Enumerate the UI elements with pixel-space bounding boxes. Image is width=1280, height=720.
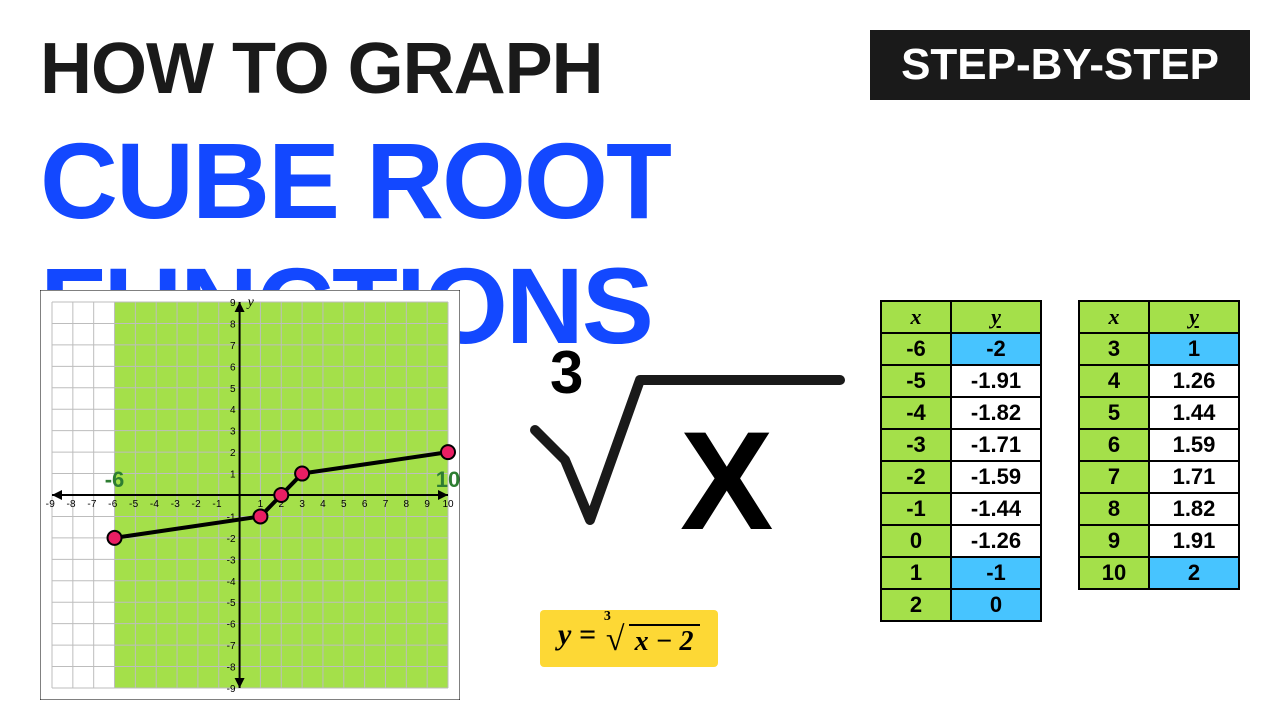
svg-text:1: 1 (230, 470, 236, 481)
formula-lhs: y = (558, 618, 596, 651)
svg-text:-9: -9 (227, 684, 236, 695)
svg-text:6: 6 (362, 499, 368, 510)
svg-text:3: 3 (299, 499, 305, 510)
svg-text:-7: -7 (227, 641, 236, 652)
svg-text:8: 8 (70, 499, 76, 510)
formula-radicand: x − 2 (629, 624, 700, 657)
svg-text:4: 4 (320, 499, 326, 510)
svg-text:-: - (192, 499, 195, 510)
coordinate-graph: 9 8 7 6 5 4 3 2 1 1 2 3 4 5 6 7 8 9 10 - - - - - - - - - -9 -8 -7 -6 -5 -… (40, 290, 460, 705)
table-row: -5-1.91 (881, 365, 1041, 397)
badge-text: STEP-BY-STEP (901, 40, 1219, 89)
table-row: -1-1.44 (881, 493, 1041, 525)
step-by-step-badge: STEP-BY-STEP (870, 30, 1250, 100)
svg-text:4: 4 (153, 499, 159, 510)
svg-text:-: - (171, 499, 174, 510)
svg-text:10: 10 (436, 467, 460, 492)
svg-text:-: - (212, 499, 215, 510)
svg-text:-: - (108, 499, 111, 510)
svg-text:4: 4 (230, 405, 236, 416)
svg-text:8: 8 (404, 499, 410, 510)
table-row: 61.59 (1079, 429, 1239, 461)
svg-text:10: 10 (442, 499, 454, 510)
svg-text:2: 2 (195, 499, 201, 510)
svg-text:-: - (150, 499, 153, 510)
svg-text:2: 2 (230, 448, 236, 459)
formula-index: 3 (604, 609, 611, 625)
svg-text:3: 3 (174, 499, 180, 510)
svg-text:-8: -8 (227, 663, 236, 674)
svg-text:1: 1 (216, 499, 222, 510)
values-table-left: xy-6-2-5-1.91-4-1.82-3-1.71-2-1.59-1-1.4… (880, 300, 1042, 622)
svg-text:7: 7 (91, 499, 97, 510)
svg-text:6: 6 (230, 362, 236, 373)
table-row: -3-1.71 (881, 429, 1041, 461)
table-row: -6-2 (881, 333, 1041, 365)
svg-text:-: - (129, 499, 132, 510)
table-row: -2-1.59 (881, 461, 1041, 493)
svg-text:9: 9 (230, 298, 236, 309)
table-row: 71.71 (1079, 461, 1239, 493)
svg-text:-: - (87, 499, 90, 510)
svg-text:3: 3 (230, 427, 236, 438)
table-row: 81.82 (1079, 493, 1239, 525)
table-row: 102 (1079, 557, 1239, 589)
table-row: 51.44 (1079, 397, 1239, 429)
svg-text:1: 1 (258, 499, 264, 510)
table-row: 1-1 (881, 557, 1041, 589)
table-row: 41.26 (1079, 365, 1239, 397)
graph-svg: 9 8 7 6 5 4 3 2 1 1 2 3 4 5 6 7 8 9 10 - - - - - - - - - -9 -8 -7 -6 -5 -… (40, 290, 460, 700)
svg-text:8: 8 (230, 319, 236, 330)
formula-box: y = 3 √ x − 2 (540, 610, 718, 667)
svg-text:-4: -4 (227, 577, 236, 588)
svg-text:6: 6 (112, 499, 118, 510)
table-row: 0-1.26 (881, 525, 1041, 557)
svg-text:-6: -6 (227, 620, 236, 631)
table-row: 91.91 (1079, 525, 1239, 557)
page: HOW TO GRAPH CUBE ROOT FUNCTIONS STEP-BY… (0, 0, 1280, 720)
svg-text:-3: -3 (227, 555, 236, 566)
svg-text:-: - (66, 499, 69, 510)
svg-text:5: 5 (133, 499, 139, 510)
title-line-1: HOW TO GRAPH (40, 28, 603, 110)
svg-text:5: 5 (230, 384, 236, 395)
radical-radicand: X (680, 400, 773, 562)
table-row: -4-1.82 (881, 397, 1041, 429)
cube-root-symbol: 3 X (520, 320, 850, 555)
svg-text:7: 7 (230, 341, 236, 352)
svg-text:-5: -5 (227, 598, 236, 609)
svg-text:-6: -6 (105, 467, 125, 492)
table-row: 20 (881, 589, 1041, 621)
svg-text:9: 9 (424, 499, 430, 510)
svg-text:-: - (46, 499, 49, 510)
table-row: 31 (1079, 333, 1239, 365)
svg-text:7: 7 (383, 499, 389, 510)
radical-index: 3 (550, 338, 583, 407)
svg-text:9: 9 (49, 499, 55, 510)
svg-text:5: 5 (341, 499, 347, 510)
values-table-right: xy3141.2651.4461.5971.7181.8291.91102 (1078, 300, 1240, 590)
svg-text:-2: -2 (227, 534, 236, 545)
svg-text:y: y (246, 295, 255, 310)
